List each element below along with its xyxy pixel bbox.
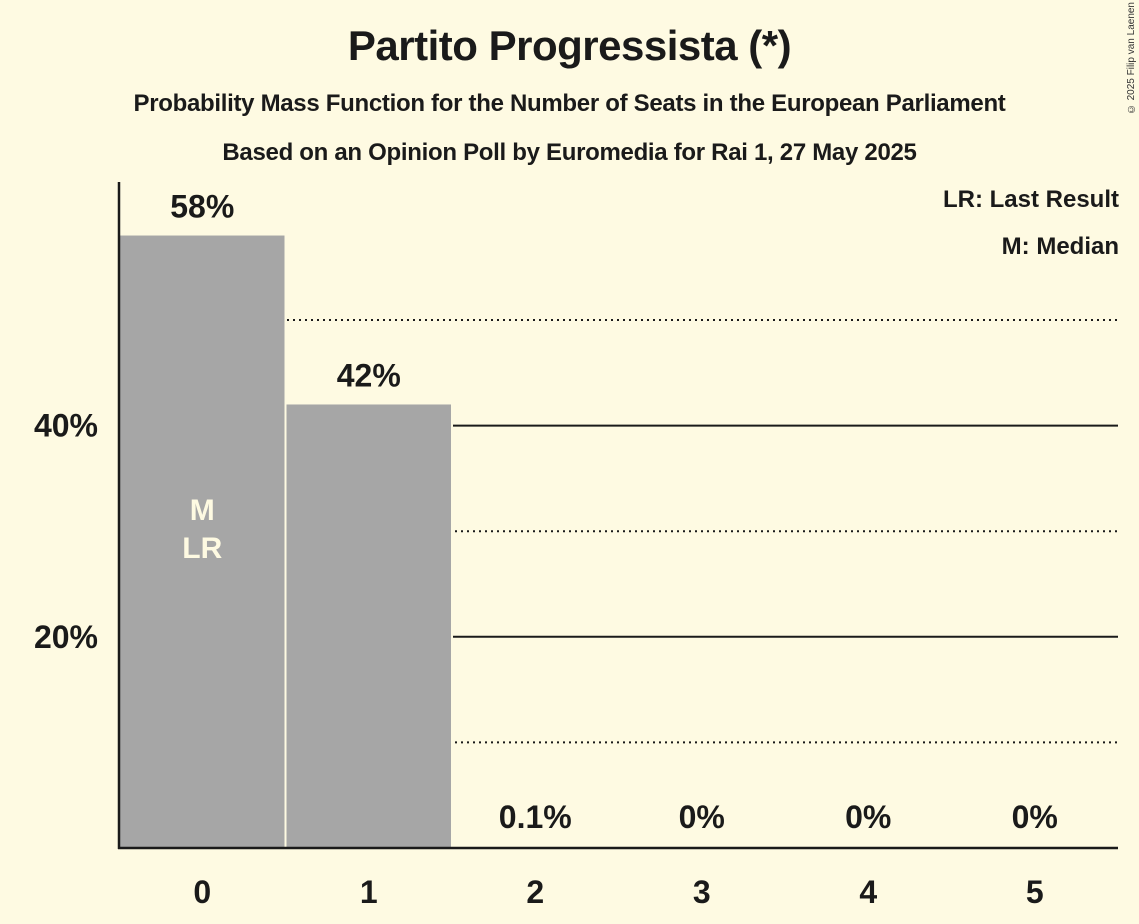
bar-value-label: 0% — [1012, 799, 1058, 835]
bar-seats-1 — [286, 404, 451, 848]
y-tick-label: 40% — [34, 408, 98, 444]
bar-value-label: 58% — [170, 189, 234, 225]
legend-median: M: Median — [1001, 233, 1119, 260]
chart-source: Based on an Opinion Poll by Euromedia fo… — [222, 139, 917, 166]
median-marker: M — [190, 494, 215, 527]
bar-value-label: 0% — [679, 799, 725, 835]
last-result-marker: LR — [182, 532, 222, 565]
bar-value-label: 0.1% — [499, 799, 572, 835]
bar-seats-0 — [120, 235, 285, 848]
x-tick-label: 2 — [526, 874, 544, 910]
x-tick-label: 1 — [360, 874, 378, 910]
chart-title: Partito Progressista (*) — [347, 22, 792, 69]
bar-value-label: 0% — [845, 799, 891, 835]
chart-subtitle: Probability Mass Function for the Number… — [133, 90, 1006, 117]
legend-last-result: LR: Last Result — [942, 186, 1119, 213]
x-tick-label: 4 — [859, 874, 877, 910]
y-tick-label: 20% — [34, 619, 98, 655]
x-tick-label: 0 — [193, 874, 211, 910]
bar-value-label: 42% — [337, 357, 401, 393]
x-tick-label: 5 — [1026, 874, 1044, 910]
x-tick-label: 3 — [693, 874, 711, 910]
